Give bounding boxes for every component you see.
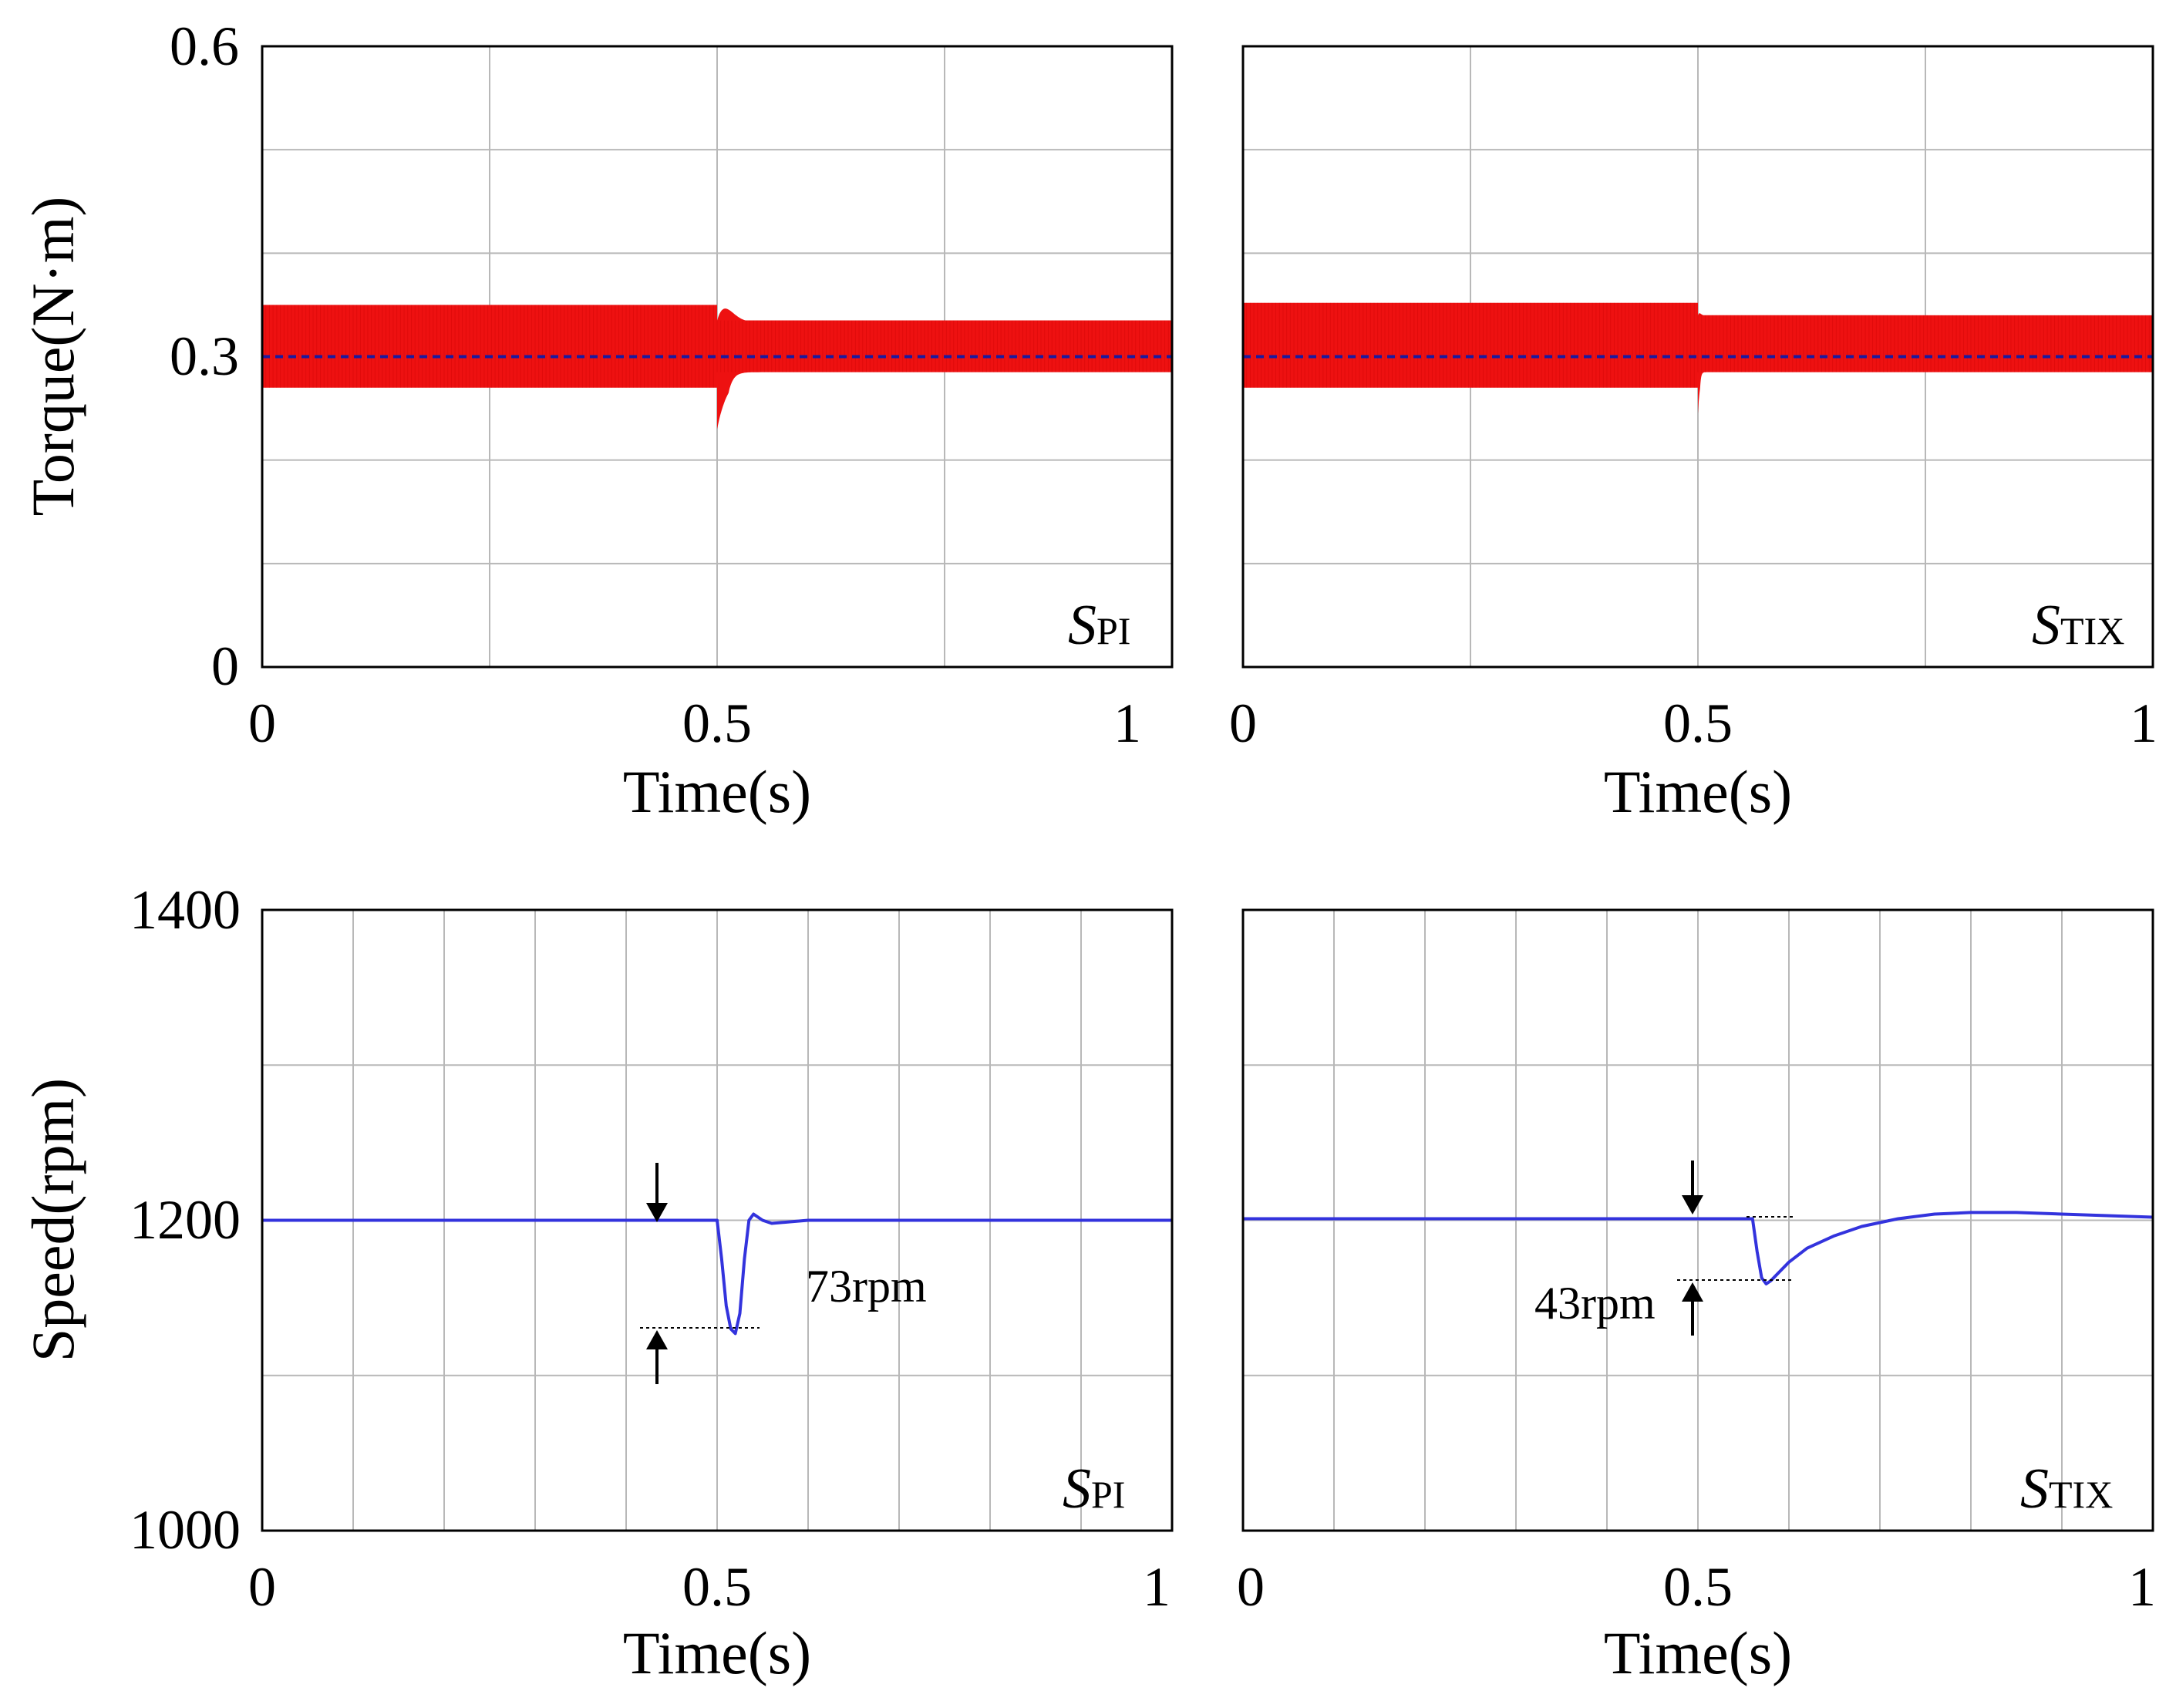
panel-speed-tix: 0 0.5 1 Time(s) STIX 43rpm — [1237, 908, 2156, 1686]
dip-label: 73rpm — [806, 1261, 927, 1312]
controller-tag: SPI — [1068, 594, 1130, 657]
plot-frame — [1241, 45, 2154, 669]
xtick-label: 0 — [1237, 1556, 1265, 1618]
plot-frame — [1241, 908, 2154, 1532]
ytick-label: 0.3 — [170, 325, 239, 387]
plot-frame — [261, 908, 1174, 1532]
series-layer — [261, 305, 1172, 430]
speed-line — [1243, 1211, 2154, 1285]
xtick-label: 0 — [248, 1556, 276, 1618]
series-layer — [1242, 302, 2153, 414]
y-axis-label: Torque(N·m) — [19, 197, 86, 517]
torque-ripple-band — [1698, 302, 2153, 414]
plot-frame — [261, 45, 1174, 669]
ytick-label: 1400 — [130, 879, 241, 941]
controller-tag: STIX — [2020, 1457, 2113, 1521]
series-layer — [262, 1212, 1172, 1336]
series-layer — [1243, 1211, 2154, 1285]
x-axis-label: Time(s) — [623, 1619, 811, 1686]
x-axis-label: Time(s) — [1604, 1619, 1792, 1686]
xtick-label: 0.5 — [682, 692, 752, 754]
x-axis-label: Time(s) — [623, 758, 811, 825]
y-axis-label: Speed(rpm) — [19, 1078, 86, 1362]
ytick-label: 0.6 — [170, 15, 239, 77]
panel-torque-pi: 0.6 0.3 0 0 0.5 1 Time(s) Torque(N·m) SP… — [19, 15, 1174, 825]
panel-speed-pi: 1400 1200 1000 0 0.5 1 Time(s) Speed(rpm… — [19, 879, 1174, 1686]
xtick-label: 1 — [1143, 1556, 1171, 1618]
torque-ripple-band — [262, 305, 717, 388]
speed-line — [262, 1212, 1172, 1336]
xtick-label: 0.5 — [1663, 692, 1733, 754]
xtick-label: 0 — [1229, 692, 1257, 754]
xtick-label: 1 — [1113, 692, 1141, 754]
ytick-label: 1000 — [130, 1499, 241, 1561]
ytick-label: 0 — [211, 635, 239, 697]
arrow-up-icon — [1682, 1282, 1703, 1302]
panel-torque-tix: 0 0.5 1 Time(s) STIX — [1229, 45, 2157, 825]
xtick-label: 0 — [248, 692, 276, 754]
dip-label: 43rpm — [1534, 1278, 1656, 1329]
xtick-label: 1 — [2130, 692, 2157, 754]
torque-ripple-band — [717, 305, 1172, 430]
arrow-up-icon — [646, 1330, 668, 1349]
controller-tag: STIX — [2032, 594, 2124, 657]
torque-ripple-band — [1243, 302, 1698, 388]
xtick-label: 1 — [2128, 1556, 2156, 1618]
dip-annotation: 73rpm — [640, 1163, 927, 1384]
arrow-down-icon — [646, 1203, 668, 1222]
xtick-label: 0.5 — [1663, 1556, 1733, 1618]
x-axis-label: Time(s) — [1604, 758, 1792, 825]
xtick-label: 0.5 — [682, 1556, 752, 1618]
controller-tag: SPI — [1063, 1457, 1125, 1521]
arrow-down-icon — [1682, 1195, 1703, 1214]
dip-annotation: 43rpm — [1534, 1161, 1793, 1336]
ytick-label: 1200 — [130, 1189, 241, 1251]
